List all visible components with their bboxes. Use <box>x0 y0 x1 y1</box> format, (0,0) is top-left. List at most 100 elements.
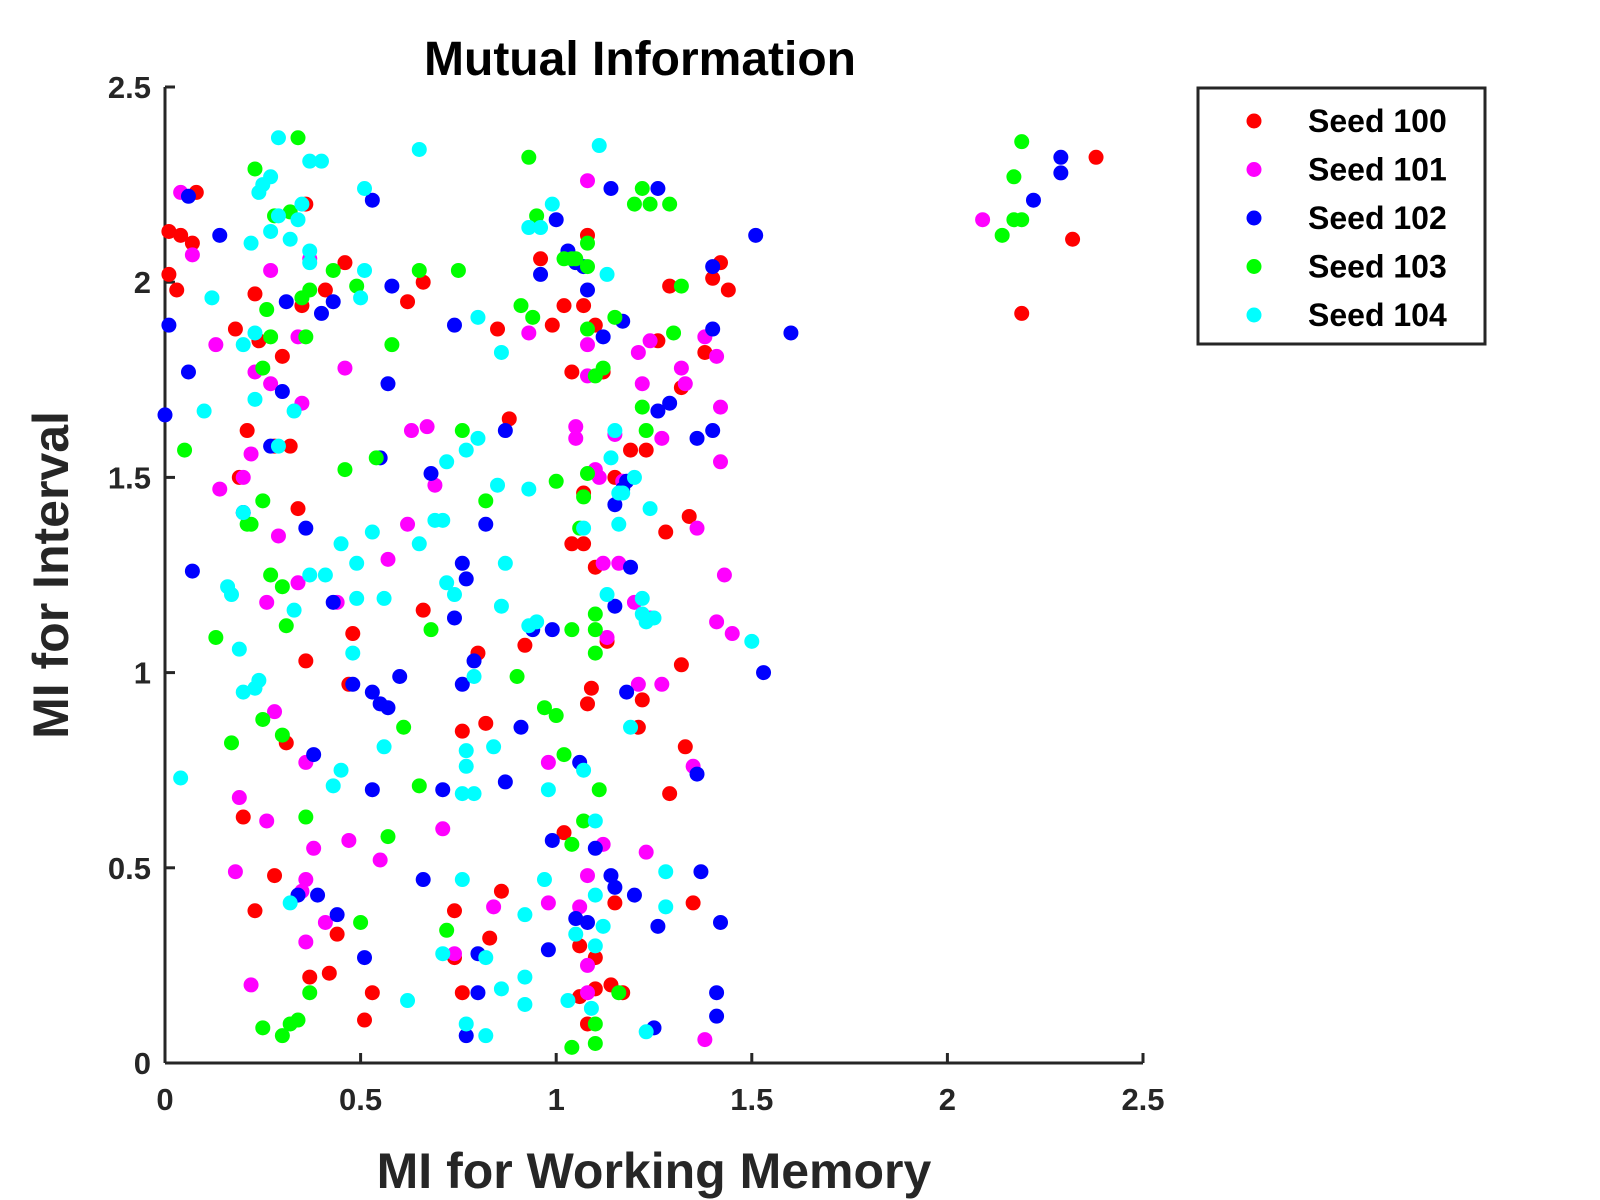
data-point <box>529 208 545 224</box>
data-point <box>478 493 494 509</box>
data-point <box>654 430 670 446</box>
data-point <box>274 348 290 364</box>
data-point <box>180 364 196 380</box>
data-point <box>544 622 560 638</box>
data-point <box>227 321 243 337</box>
data-point <box>599 266 615 282</box>
data-point <box>282 895 298 911</box>
data-point <box>243 446 259 462</box>
legend-marker <box>1246 210 1262 226</box>
x-axis-label: MI for Working Memory <box>377 1143 932 1199</box>
data-point <box>579 868 595 884</box>
data-point <box>380 700 396 716</box>
legend-label: Seed 101 <box>1308 152 1447 188</box>
data-point <box>306 747 322 763</box>
data-point <box>349 590 365 606</box>
y-tick-label: 0.5 <box>108 851 151 886</box>
data-point <box>662 196 678 212</box>
legend-label: Seed 104 <box>1308 297 1447 333</box>
data-point <box>513 719 529 735</box>
data-point <box>615 485 631 501</box>
data-point <box>423 465 439 481</box>
data-point <box>380 829 396 845</box>
data-point <box>247 391 263 407</box>
data-point <box>231 641 247 657</box>
data-point <box>259 302 275 318</box>
data-point <box>364 524 380 540</box>
data-point <box>568 430 584 446</box>
data-point <box>564 364 580 380</box>
series-1 <box>161 149 1104 1032</box>
data-point <box>579 321 595 337</box>
data-point <box>235 505 251 521</box>
data-point <box>270 438 286 454</box>
data-point <box>634 376 650 392</box>
data-point <box>157 407 173 423</box>
data-point <box>579 282 595 298</box>
data-point <box>349 278 365 294</box>
legend-label: Seed 102 <box>1308 200 1447 236</box>
data-point <box>380 551 396 567</box>
data-point <box>1025 192 1041 208</box>
data-point <box>658 864 674 880</box>
data-point <box>255 360 271 376</box>
data-point <box>576 536 592 552</box>
data-point <box>1014 305 1030 321</box>
data-point <box>536 700 552 716</box>
data-point <box>638 423 654 439</box>
data-point <box>544 317 560 333</box>
data-point <box>478 950 494 966</box>
data-point <box>329 907 345 923</box>
data-point <box>642 501 658 517</box>
data-point <box>576 489 592 505</box>
data-point <box>673 657 689 673</box>
data-point <box>243 516 259 532</box>
data-point <box>364 192 380 208</box>
data-point <box>634 590 650 606</box>
data-point <box>247 286 263 302</box>
data-point <box>446 610 462 626</box>
data-point <box>673 278 689 294</box>
data-point <box>478 715 494 731</box>
data-point <box>290 1012 306 1028</box>
data-point <box>540 895 556 911</box>
data-point <box>317 282 333 298</box>
data-point <box>184 247 200 263</box>
data-point <box>756 665 772 681</box>
data-point <box>673 360 689 376</box>
data-point <box>493 344 509 360</box>
data-point <box>349 555 365 571</box>
data-point <box>525 309 541 325</box>
data-point <box>599 587 615 603</box>
data-point <box>716 567 732 583</box>
data-point <box>579 337 595 353</box>
chart-title: Mutual Information <box>424 33 856 86</box>
data-point <box>583 680 599 696</box>
legend-label: Seed 103 <box>1308 249 1447 285</box>
data-point <box>501 411 517 427</box>
data-point <box>564 622 580 638</box>
data-point <box>458 1016 474 1032</box>
data-point <box>255 1020 271 1036</box>
data-point <box>235 684 251 700</box>
data-point <box>529 614 545 630</box>
data-point <box>1014 212 1030 228</box>
data-point <box>623 719 639 735</box>
y-tick-label: 0 <box>134 1046 151 1081</box>
data-point <box>446 903 462 919</box>
data-point <box>446 317 462 333</box>
data-point <box>435 782 451 798</box>
legend-box <box>1196 86 1487 346</box>
data-point <box>748 227 764 243</box>
data-point <box>576 298 592 314</box>
data-point <box>357 181 373 197</box>
data-point <box>454 786 470 802</box>
data-point <box>415 602 431 618</box>
data-point <box>364 985 380 1001</box>
data-point <box>384 278 400 294</box>
data-point <box>313 153 329 169</box>
data-point <box>603 181 619 197</box>
data-point <box>634 692 650 708</box>
data-point <box>1065 231 1081 247</box>
data-point <box>634 399 650 415</box>
